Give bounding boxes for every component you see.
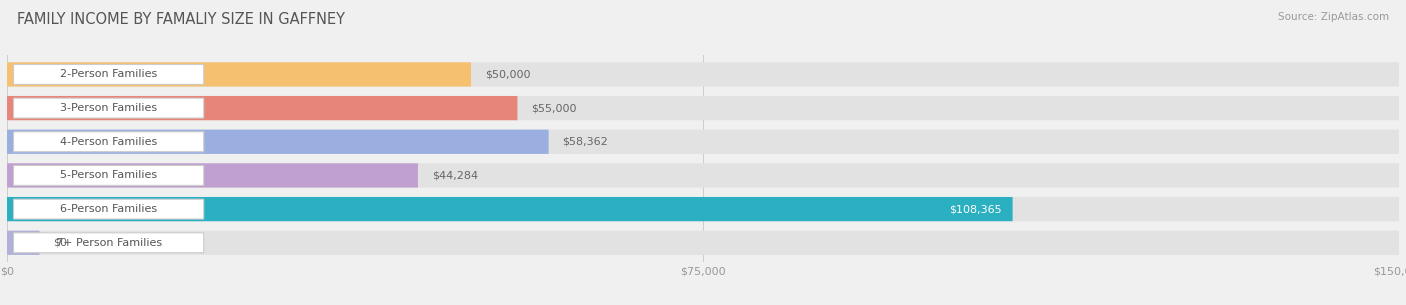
FancyBboxPatch shape: [14, 132, 204, 152]
FancyBboxPatch shape: [14, 98, 204, 118]
FancyBboxPatch shape: [7, 96, 517, 120]
Text: $55,000: $55,000: [531, 103, 576, 113]
Text: Source: ZipAtlas.com: Source: ZipAtlas.com: [1278, 12, 1389, 22]
FancyBboxPatch shape: [7, 62, 471, 87]
FancyBboxPatch shape: [14, 233, 204, 253]
Text: $44,284: $44,284: [432, 170, 478, 181]
Text: 5-Person Families: 5-Person Families: [60, 170, 157, 181]
FancyBboxPatch shape: [7, 163, 418, 188]
FancyBboxPatch shape: [14, 199, 204, 219]
Text: 2-Person Families: 2-Person Families: [60, 70, 157, 79]
FancyBboxPatch shape: [7, 197, 1012, 221]
Text: $0: $0: [53, 238, 67, 248]
Text: $108,365: $108,365: [949, 204, 1001, 214]
FancyBboxPatch shape: [7, 197, 1399, 221]
FancyBboxPatch shape: [14, 166, 204, 185]
FancyBboxPatch shape: [7, 130, 548, 154]
Text: $50,000: $50,000: [485, 70, 530, 79]
FancyBboxPatch shape: [7, 231, 1399, 255]
FancyBboxPatch shape: [7, 130, 1399, 154]
Text: FAMILY INCOME BY FAMALIY SIZE IN GAFFNEY: FAMILY INCOME BY FAMALIY SIZE IN GAFFNEY: [17, 12, 344, 27]
Text: 3-Person Families: 3-Person Families: [60, 103, 157, 113]
FancyBboxPatch shape: [7, 231, 39, 255]
Text: 6-Person Families: 6-Person Families: [60, 204, 157, 214]
Text: $58,362: $58,362: [562, 137, 609, 147]
Text: 4-Person Families: 4-Person Families: [60, 137, 157, 147]
FancyBboxPatch shape: [7, 96, 1399, 120]
Text: 7+ Person Families: 7+ Person Families: [56, 238, 162, 248]
FancyBboxPatch shape: [7, 62, 1399, 87]
FancyBboxPatch shape: [14, 64, 204, 84]
FancyBboxPatch shape: [7, 163, 1399, 188]
